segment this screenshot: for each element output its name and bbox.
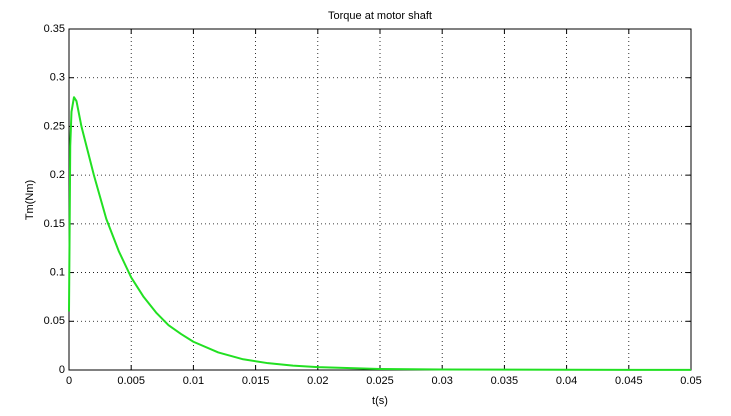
x-tick-label: 0.02: [307, 375, 328, 387]
x-tick-label: 0.05: [680, 375, 701, 387]
x-tick-label: 0.03: [431, 375, 452, 387]
x-tick-label: 0.005: [117, 375, 145, 387]
y-tick-label: 0.1: [50, 266, 65, 278]
y-tick-label: 0.2: [50, 169, 65, 181]
x-axis-label: t(s): [372, 395, 388, 407]
y-tick-label: 0.3: [50, 72, 65, 84]
data-line: [68, 96, 692, 371]
y-tick-label: 0.35: [44, 23, 65, 35]
x-tick-label: 0.04: [556, 375, 577, 387]
y-tick-label: 0: [59, 364, 65, 376]
x-tick-label: 0.035: [491, 375, 519, 387]
x-tick-label: 0.01: [183, 375, 204, 387]
x-tick-label: 0: [66, 375, 72, 387]
x-tick-label: 0.025: [366, 375, 394, 387]
y-tick-label: 0.05: [44, 315, 65, 327]
y-tick-label: 0.15: [44, 218, 65, 230]
y-tick-label: 0.25: [44, 120, 65, 132]
chart-title: Torque at motor shaft: [328, 10, 432, 22]
x-tick-label: 0.045: [615, 375, 643, 387]
x-tick-label: 0.015: [242, 375, 270, 387]
y-axis-label: Tm(Nm): [24, 180, 36, 220]
